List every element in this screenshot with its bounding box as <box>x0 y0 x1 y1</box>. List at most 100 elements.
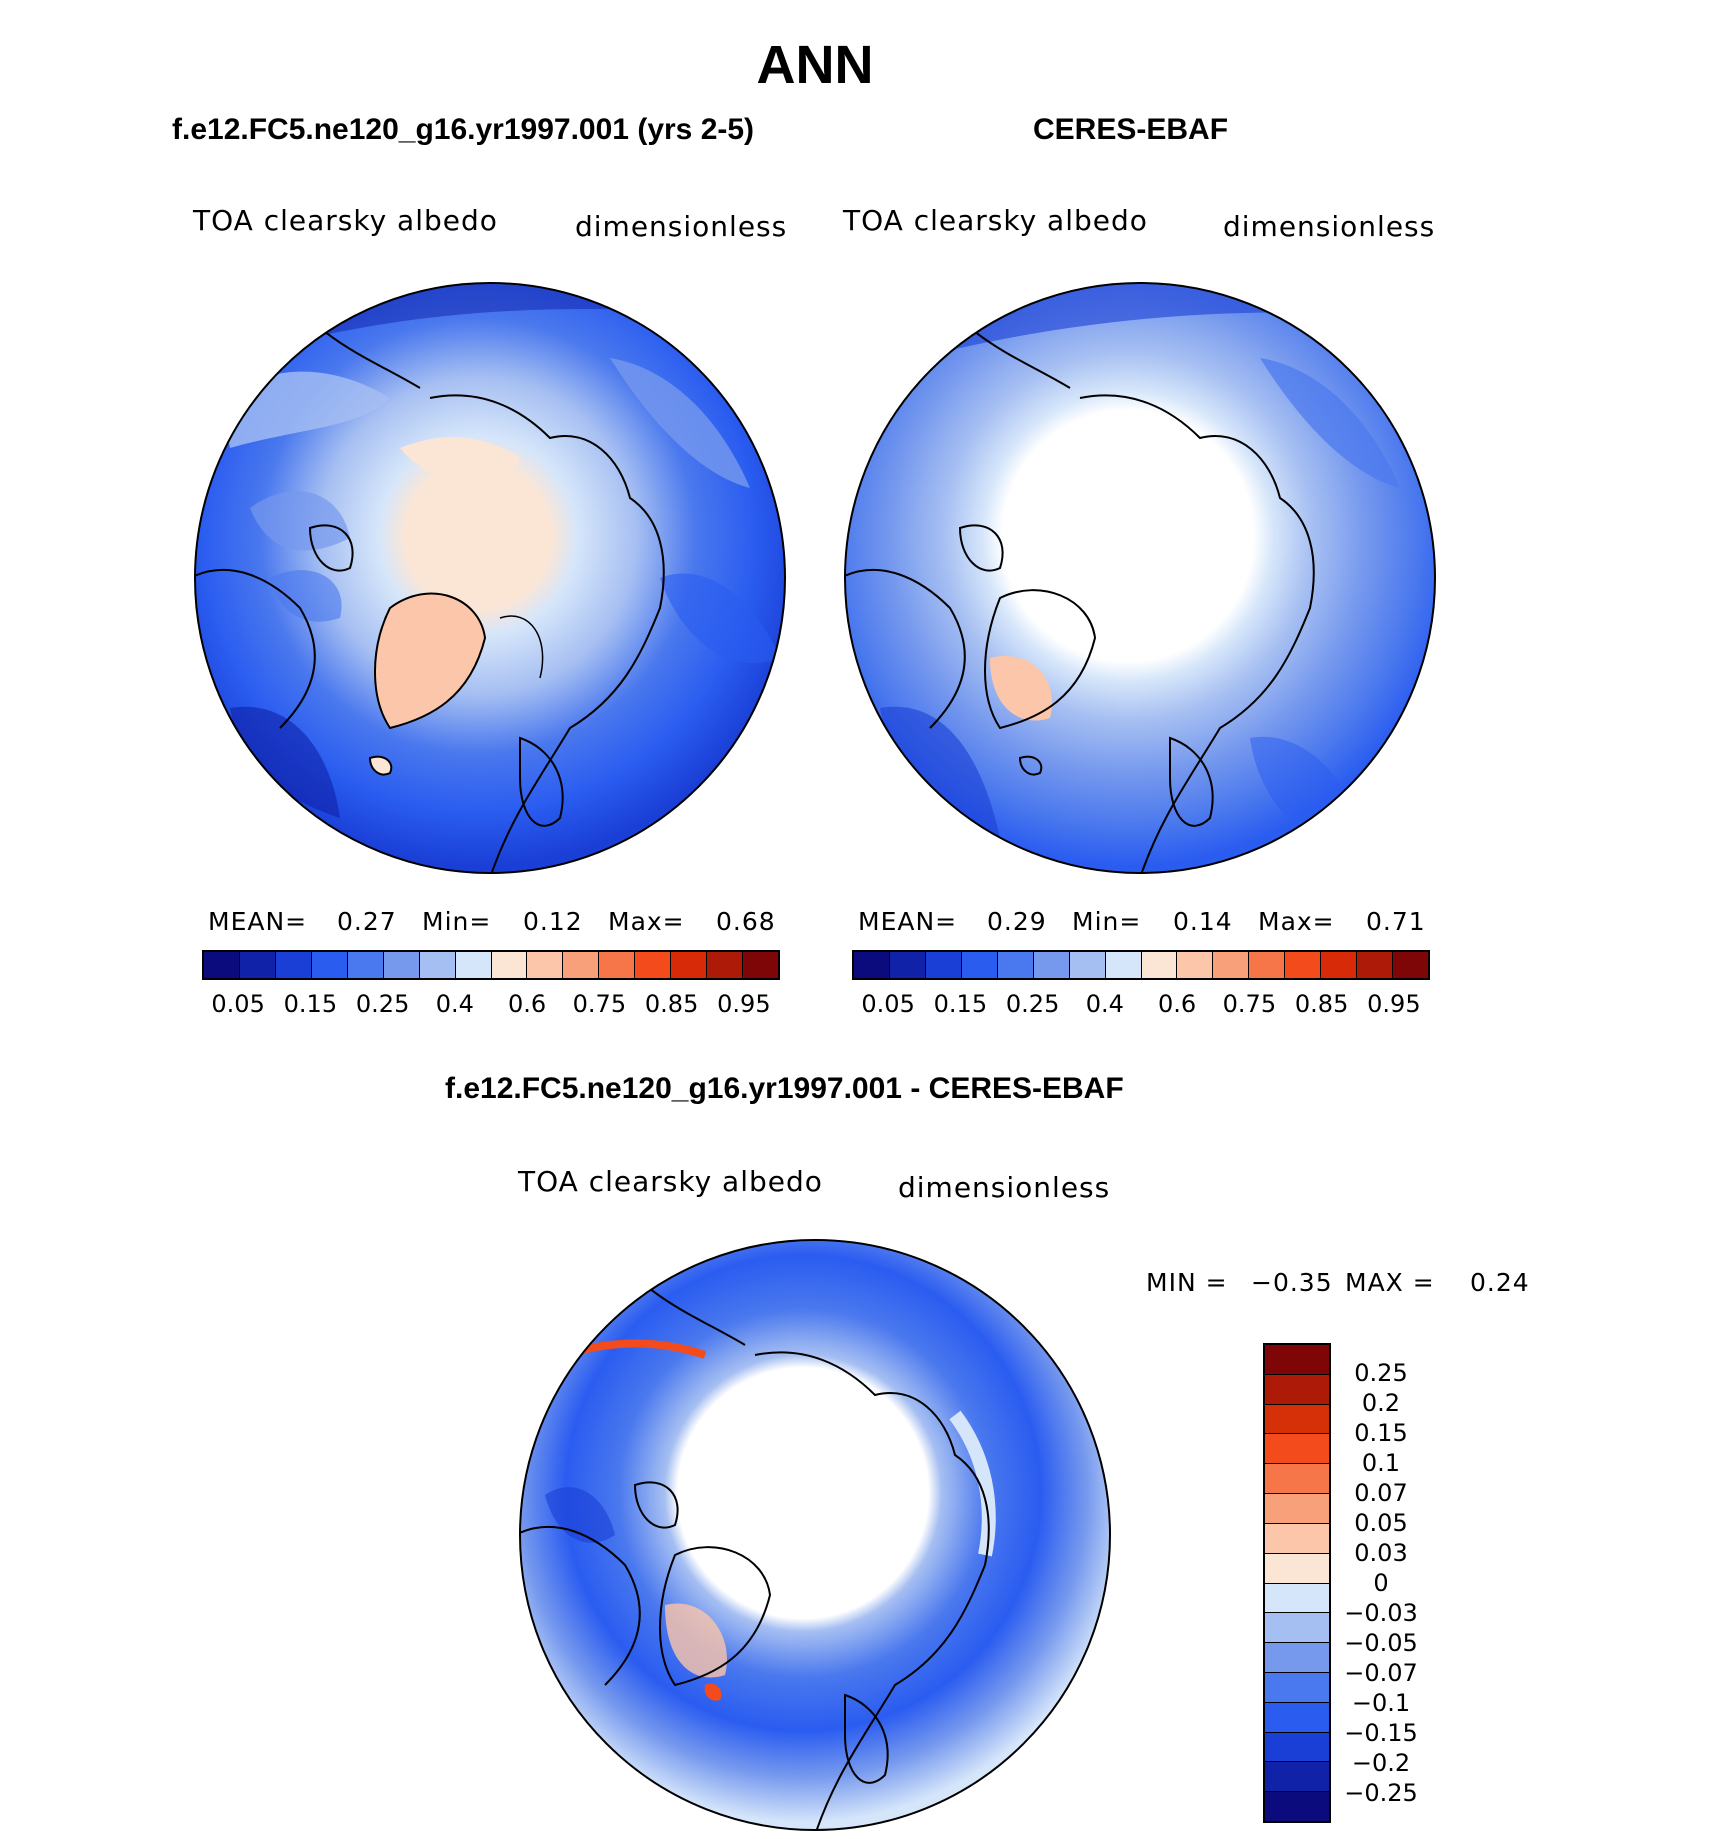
diff-max-value: 0.24 <box>1470 1268 1530 1297</box>
colorbar-swatch <box>491 952 528 978</box>
colorbar-tick-label: 0.2 <box>1361 1389 1401 1417</box>
colorbar-swatch <box>383 952 420 978</box>
colorbar-swatch <box>455 952 492 978</box>
diff-min-label: MIN = <box>1146 1268 1228 1297</box>
colorbar-tick-label: −0.1 <box>1351 1689 1411 1717</box>
colorbar-swatch <box>635 952 672 978</box>
colorbar-tick-label: 0.4 <box>435 990 474 1018</box>
colorbar-swatch <box>1265 1672 1329 1703</box>
colorbar-tick-label: 0.95 <box>1367 990 1421 1018</box>
colorbar-swatch <box>1069 952 1106 978</box>
colorbar-swatch <box>599 952 636 978</box>
model-variable-label: TOA clearsky albedo <box>193 204 498 237</box>
colorbar-swatch <box>961 952 998 978</box>
colorbar-swatch <box>1265 1553 1329 1584</box>
colorbar-swatch <box>347 952 384 978</box>
colorbar-tick-label: 0.85 <box>644 990 699 1018</box>
model-min-value: 0.12 <box>523 907 583 936</box>
obs-units-label: dimensionless <box>1223 210 1436 243</box>
model-min-label: Min= <box>422 907 492 936</box>
colorbar-swatch <box>1249 952 1286 978</box>
colorbar-swatch <box>1105 952 1142 978</box>
diff-polar-map <box>519 1239 1111 1831</box>
colorbar-swatch <box>563 952 600 978</box>
model-max-value: 0.68 <box>716 907 776 936</box>
colorbar-tick-label: −0.03 <box>1344 1599 1418 1627</box>
colorbar-tick-label: 0.25 <box>1005 990 1060 1018</box>
colorbar-swatch <box>1265 1494 1329 1524</box>
colorbar-swatch <box>204 952 240 978</box>
colorbar-swatch <box>1265 1643 1329 1673</box>
colorbar-tick-label: −0.07 <box>1344 1659 1418 1687</box>
colorbar-swatch <box>997 952 1034 978</box>
colorbar-swatch <box>1393 952 1428 978</box>
colorbar-tick-label: 0.05 <box>1354 1509 1408 1537</box>
colorbar-tick-label: 0.25 <box>355 990 410 1018</box>
colorbar-tick-label: 0.6 <box>1158 990 1197 1018</box>
colorbar-swatch <box>527 952 564 978</box>
colorbar-tick-label: −0.25 <box>1344 1779 1418 1807</box>
colorbar-tick-label: 0.15 <box>1354 1419 1408 1447</box>
colorbar-tick-label: −0.2 <box>1351 1749 1411 1777</box>
colorbar-swatch <box>1357 952 1394 978</box>
colorbar-swatch <box>275 952 312 978</box>
colorbar-tick-label: −0.05 <box>1344 1629 1418 1657</box>
diff-max-label: MAX = <box>1345 1268 1435 1297</box>
colorbar-swatch <box>743 952 778 978</box>
colorbar-tick-label: 0.6 <box>508 990 547 1018</box>
colorbar-swatch <box>1265 1345 1329 1375</box>
diff-units-label: dimensionless <box>898 1171 1111 1204</box>
colorbar-tick-label: 0.75 <box>572 990 627 1018</box>
diff-panel-title: f.e12.FC5.ne120_g16.yr1997.001 - CERES-E… <box>445 1072 1124 1105</box>
colorbar-swatch <box>419 952 456 978</box>
colorbar-tick-label: 0.15 <box>283 990 338 1018</box>
colorbar-swatch <box>1265 1464 1329 1495</box>
diff-colorbar <box>1263 1343 1331 1823</box>
colorbar-swatch <box>707 952 744 978</box>
colorbar-swatch <box>1285 952 1322 978</box>
colorbar-swatch <box>1033 952 1070 978</box>
colorbar-swatch <box>1321 952 1358 978</box>
colorbar-swatch <box>1177 952 1214 978</box>
figure-title: ANN <box>756 35 874 95</box>
model-max-label: Max= <box>608 907 685 936</box>
obs-mean-label: MEAN= <box>858 907 958 936</box>
model-panel-title: f.e12.FC5.ne120_g16.yr1997.001 (yrs 2-5) <box>172 113 755 146</box>
colorbar-swatch <box>1265 1702 1329 1733</box>
obs-mean-value: 0.29 <box>987 907 1047 936</box>
obs-panel-title: CERES-EBAF <box>1033 113 1229 146</box>
colorbar-tick-label: 0.15 <box>933 990 988 1018</box>
colorbar-tick-label: 0.25 <box>1354 1359 1408 1387</box>
colorbar-swatch <box>311 952 348 978</box>
colorbar-swatch <box>1265 1374 1329 1405</box>
obs-colorbar-ticks: 0.05 0.15 0.25 0.4 0.6 0.75 0.85 0.95 <box>852 990 1430 1020</box>
colorbar-tick-label: 0 <box>1373 1569 1389 1597</box>
obs-min-value: 0.14 <box>1173 907 1233 936</box>
colorbar-tick-label: 0.95 <box>717 990 771 1018</box>
colorbar-tick-label: 0.03 <box>1354 1539 1408 1567</box>
colorbar-swatch <box>671 952 708 978</box>
colorbar-swatch <box>925 952 962 978</box>
diff-min-value: −0.35 <box>1251 1268 1333 1297</box>
colorbar-tick-label: 0.1 <box>1361 1449 1401 1477</box>
colorbar-swatch <box>1265 1523 1329 1554</box>
colorbar-swatch <box>239 952 276 978</box>
colorbar-swatch <box>1141 952 1178 978</box>
colorbar-swatch <box>1265 1583 1329 1614</box>
colorbar-swatch <box>1265 1404 1329 1435</box>
diff-colorbar-ticks: 0.25 0.2 0.15 0.1 0.07 0.05 0.03 0 −0.03 −0.05 −0.… <box>1338 1343 1438 1823</box>
obs-colorbar <box>852 950 1430 980</box>
colorbar-tick-label: 0.4 <box>1085 990 1124 1018</box>
colorbar-tick-label: 0.07 <box>1354 1479 1408 1507</box>
obs-max-label: Max= <box>1258 907 1335 936</box>
colorbar-swatch <box>1265 1732 1329 1763</box>
model-polar-map <box>194 282 786 874</box>
colorbar-tick-label: 0.85 <box>1294 990 1349 1018</box>
colorbar-swatch <box>1265 1434 1329 1465</box>
colorbar-tick-label: 0.05 <box>861 990 915 1018</box>
model-colorbar-ticks: 0.05 0.15 0.25 0.4 0.6 0.75 0.85 0.95 <box>202 990 780 1020</box>
colorbar-swatch <box>1213 952 1250 978</box>
model-colorbar <box>202 950 780 980</box>
model-mean-value: 0.27 <box>337 907 397 936</box>
diff-variable-label: TOA clearsky albedo <box>518 1165 823 1198</box>
